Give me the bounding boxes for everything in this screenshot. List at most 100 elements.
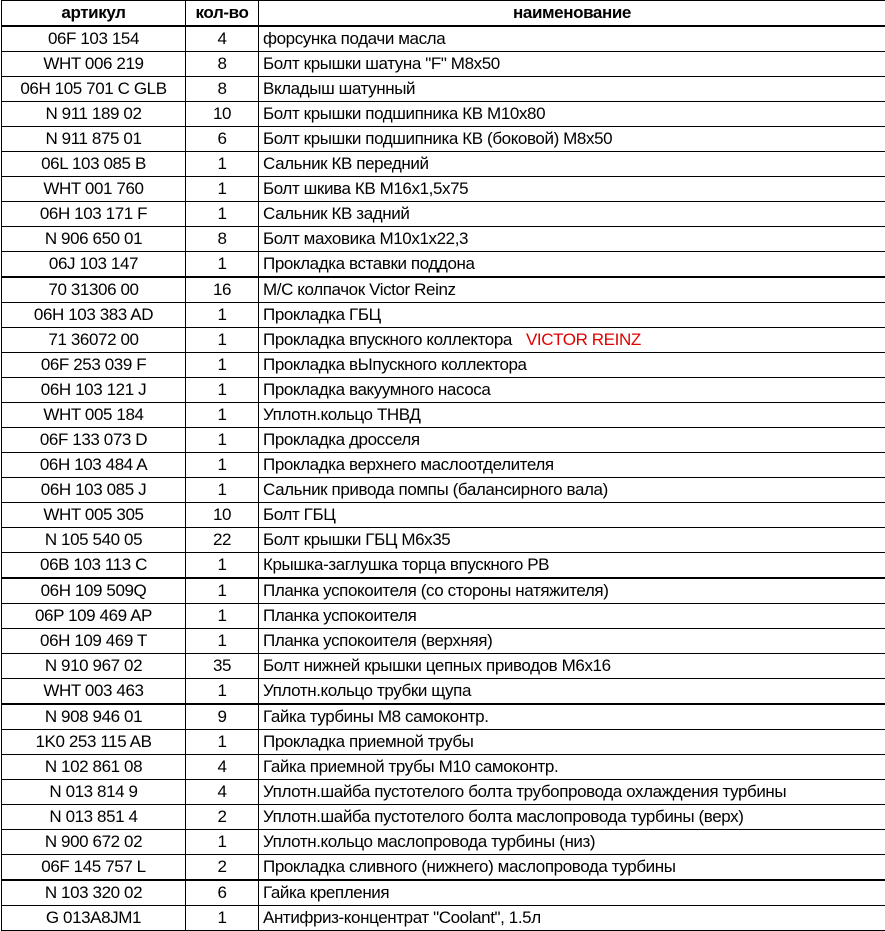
qty-cell[interactable]: 1 bbox=[185, 603, 259, 629]
name-cell[interactable]: Болт крышки подшипника КВ (боковой) М8х5… bbox=[258, 126, 885, 152]
article-cell[interactable]: N 013 814 9 bbox=[1, 779, 186, 805]
name-cell[interactable]: Болт нижней крышки цепных приводов М6х16 bbox=[258, 653, 885, 679]
qty-cell[interactable]: 8 bbox=[185, 226, 259, 252]
name-cell[interactable]: Уплотн.кольцо ТНВД bbox=[258, 402, 885, 428]
article-cell[interactable]: 06F 145 757 L bbox=[1, 854, 186, 881]
article-cell[interactable]: N 906 650 01 bbox=[1, 226, 186, 252]
name-cell[interactable]: Болт крышки подшипника КВ М10х80 bbox=[258, 101, 885, 127]
article-cell[interactable]: 71 36072 00 bbox=[1, 327, 186, 353]
article-cell[interactable]: 06H 105 701 C GLB bbox=[1, 76, 186, 102]
article-cell[interactable]: G 013A8JM1 bbox=[1, 905, 186, 931]
name-cell[interactable]: Прокладка вставки поддона bbox=[258, 251, 885, 278]
qty-cell[interactable]: 1 bbox=[185, 552, 259, 579]
article-cell[interactable]: N 908 946 01 bbox=[1, 703, 186, 730]
article-cell[interactable]: 06F 253 039 F bbox=[1, 352, 186, 378]
article-cell[interactable]: 06H 103 121 J bbox=[1, 377, 186, 403]
article-cell[interactable]: 70 31306 00 bbox=[1, 276, 186, 303]
name-cell[interactable]: Антифриз-концентрат "Coolant", 1.5л bbox=[258, 905, 885, 931]
qty-cell[interactable]: 4 bbox=[185, 754, 259, 780]
name-cell[interactable]: Прокладка ГБЦ bbox=[258, 302, 885, 328]
qty-cell[interactable]: 1 bbox=[185, 729, 259, 755]
name-cell[interactable]: Прокладка дросселя bbox=[258, 427, 885, 453]
name-cell[interactable]: Уплотн.шайба пустотелого болта маслопров… bbox=[258, 804, 885, 830]
article-cell[interactable]: 06H 109 469 T bbox=[1, 628, 186, 654]
article-cell[interactable]: N 103 320 02 bbox=[1, 879, 186, 906]
article-cell[interactable]: N 911 189 02 bbox=[1, 101, 186, 127]
header-article[interactable]: артикул bbox=[1, 0, 186, 27]
qty-cell[interactable]: 4 bbox=[185, 25, 259, 52]
name-cell[interactable]: Планка успокоителя (верхняя) bbox=[258, 628, 885, 654]
article-cell[interactable]: N 105 540 05 bbox=[1, 527, 186, 553]
article-cell[interactable]: 06F 103 154 bbox=[1, 25, 186, 52]
qty-cell[interactable]: 1 bbox=[185, 327, 259, 353]
name-cell[interactable]: Прокладка верхнего маслоотделителя bbox=[258, 452, 885, 478]
name-cell[interactable]: Гайка турбины М8 самоконтр. bbox=[258, 703, 885, 730]
article-cell[interactable]: 1K0 253 115 AB bbox=[1, 729, 186, 755]
qty-cell[interactable]: 8 bbox=[185, 76, 259, 102]
article-cell[interactable]: 06J 103 147 bbox=[1, 251, 186, 278]
article-cell[interactable]: 06P 109 469 AP bbox=[1, 603, 186, 629]
name-cell[interactable]: форсунка подачи масла bbox=[258, 25, 885, 52]
name-cell[interactable]: Гайка приемной трубы М10 самоконтр. bbox=[258, 754, 885, 780]
qty-cell[interactable]: 6 bbox=[185, 879, 259, 906]
article-cell[interactable]: N 013 851 4 bbox=[1, 804, 186, 830]
name-cell[interactable]: Сальник привода помпы (балансирного вала… bbox=[258, 477, 885, 503]
article-cell[interactable]: WHT 005 305 bbox=[1, 502, 186, 528]
header-name[interactable]: наименование bbox=[258, 0, 885, 27]
article-cell[interactable]: 06H 103 383 AD bbox=[1, 302, 186, 328]
article-cell[interactable]: N 910 967 02 bbox=[1, 653, 186, 679]
name-cell[interactable]: Планка успокоителя (со стороны натяжител… bbox=[258, 577, 885, 604]
article-cell[interactable]: WHT 005 184 bbox=[1, 402, 186, 428]
qty-cell[interactable]: 6 bbox=[185, 126, 259, 152]
qty-cell[interactable]: 1 bbox=[185, 201, 259, 227]
article-cell[interactable]: 06F 133 073 D bbox=[1, 427, 186, 453]
name-cell[interactable]: Вкладыш шатунный bbox=[258, 76, 885, 102]
qty-cell[interactable]: 1 bbox=[185, 251, 259, 278]
qty-cell[interactable]: 10 bbox=[185, 101, 259, 127]
qty-cell[interactable]: 1 bbox=[185, 477, 259, 503]
article-cell[interactable]: N 900 672 02 bbox=[1, 829, 186, 855]
qty-cell[interactable]: 1 bbox=[185, 302, 259, 328]
name-cell[interactable]: Болт шкива КВ М16х1,5х75 bbox=[258, 176, 885, 202]
name-cell[interactable]: Прокладка вакуумного насоса bbox=[258, 377, 885, 403]
name-cell[interactable]: Прокладка сливного (нижнего) маслопровод… bbox=[258, 854, 885, 881]
qty-cell[interactable]: 1 bbox=[185, 151, 259, 177]
qty-cell[interactable]: 1 bbox=[185, 176, 259, 202]
qty-cell[interactable]: 1 bbox=[185, 377, 259, 403]
qty-cell[interactable]: 8 bbox=[185, 51, 259, 77]
article-cell[interactable]: 06H 103 484 A bbox=[1, 452, 186, 478]
qty-cell[interactable]: 1 bbox=[185, 829, 259, 855]
name-cell[interactable]: Болт маховика М10х1х22,3 bbox=[258, 226, 885, 252]
name-cell[interactable]: Сальник КВ передний bbox=[258, 151, 885, 177]
qty-cell[interactable]: 2 bbox=[185, 804, 259, 830]
name-cell[interactable]: Уплотн.кольцо маслопровода турбины (низ) bbox=[258, 829, 885, 855]
name-cell[interactable]: М/С колпачок Victor Reinz bbox=[258, 276, 885, 303]
qty-cell[interactable]: 1 bbox=[185, 402, 259, 428]
qty-cell[interactable]: 1 bbox=[185, 452, 259, 478]
qty-cell[interactable]: 9 bbox=[185, 703, 259, 730]
name-cell[interactable]: Прокладка впускного коллектора VICTOR REI… bbox=[258, 327, 885, 353]
qty-cell[interactable]: 1 bbox=[185, 352, 259, 378]
qty-cell[interactable]: 22 bbox=[185, 527, 259, 553]
name-cell[interactable]: Прокладка приемной трубы bbox=[258, 729, 885, 755]
header-qty[interactable]: кол-во bbox=[185, 0, 259, 27]
qty-cell[interactable]: 1 bbox=[185, 427, 259, 453]
article-cell[interactable]: 06H 103 085 J bbox=[1, 477, 186, 503]
article-cell[interactable]: 06L 103 085 B bbox=[1, 151, 186, 177]
name-cell[interactable]: Сальник КВ задний bbox=[258, 201, 885, 227]
name-cell[interactable]: Гайка крепления bbox=[258, 879, 885, 906]
article-cell[interactable]: WHT 003 463 bbox=[1, 678, 186, 705]
qty-cell[interactable]: 16 bbox=[185, 276, 259, 303]
article-cell[interactable]: WHT 006 219 bbox=[1, 51, 186, 77]
qty-cell[interactable]: 35 bbox=[185, 653, 259, 679]
qty-cell[interactable]: 1 bbox=[185, 628, 259, 654]
article-cell[interactable]: N 911 875 01 bbox=[1, 126, 186, 152]
article-cell[interactable]: 06H 103 171 F bbox=[1, 201, 186, 227]
name-cell[interactable]: Уплотн.шайба пустотелого болта трубопров… bbox=[258, 779, 885, 805]
qty-cell[interactable]: 4 bbox=[185, 779, 259, 805]
name-cell[interactable]: Крышка-заглушка торца впускного РВ bbox=[258, 552, 885, 579]
qty-cell[interactable]: 10 bbox=[185, 502, 259, 528]
name-cell[interactable]: Болт крышки шатуна "F" М8х50 bbox=[258, 51, 885, 77]
name-cell[interactable]: Болт крышки ГБЦ М6х35 bbox=[258, 527, 885, 553]
name-cell[interactable]: Уплотн.кольцо трубки щупа bbox=[258, 678, 885, 705]
